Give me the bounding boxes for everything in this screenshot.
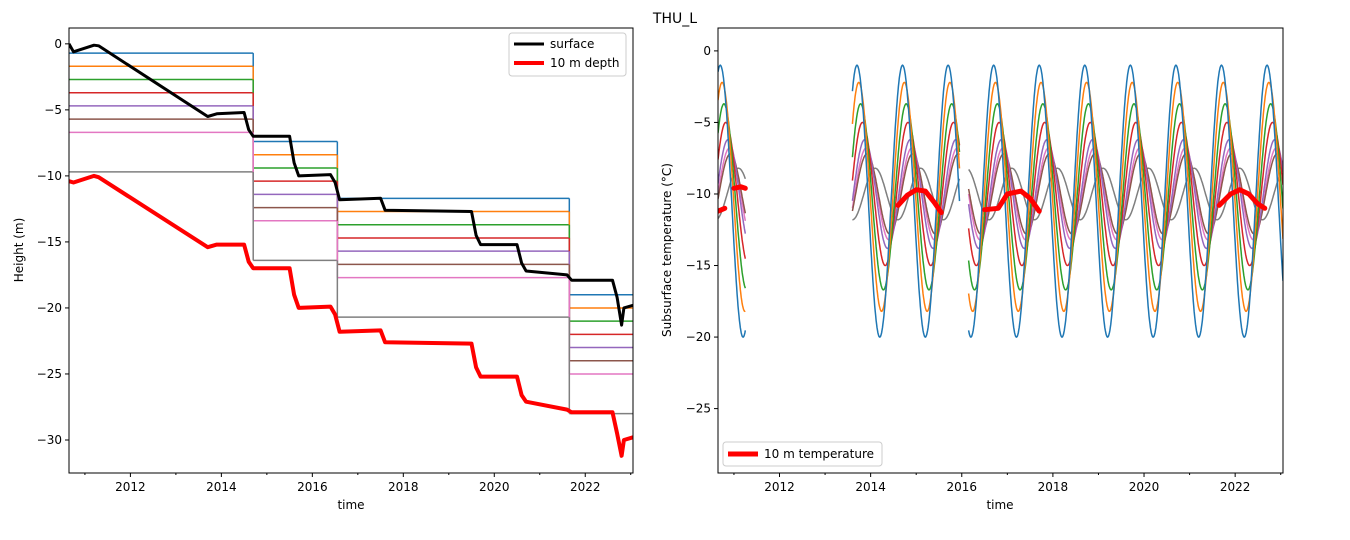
- y-tick-label: −20: [37, 301, 62, 315]
- series-10m-temperature: [718, 205, 728, 214]
- sensor-temperature-line: [718, 64, 747, 339]
- x-tick-label: 2022: [570, 480, 601, 494]
- y-tick-label: −20: [686, 330, 711, 344]
- y-tick-label: −30: [37, 433, 62, 447]
- series-10m-temperature: [982, 188, 1042, 214]
- legend-10m-temperature-label: 10 m temperature: [764, 447, 874, 461]
- series-10m-temperature: [1216, 187, 1268, 211]
- temperature-chart-frame: [717, 27, 1284, 474]
- x-tick-label: 2012: [115, 480, 146, 494]
- temperature-chart-ylabel: Subsurface temperature (°C): [660, 163, 674, 337]
- sensor-temperature-line: [851, 64, 961, 339]
- sensor-temperature-line: [718, 81, 746, 313]
- y-tick-label: −25: [686, 402, 711, 416]
- x-tick-label: 2020: [479, 480, 510, 494]
- height-chart-ylabel: Height (m): [12, 218, 26, 283]
- sensor-temperature-line: [851, 121, 961, 267]
- x-tick-label: 2012: [764, 480, 795, 494]
- series-10m-temperature: [895, 187, 944, 216]
- height-chart: 2012 2014 2016 2018 2020 2022 0 −5 −10 −15 −20 −25 −…: [12, 27, 634, 512]
- x-tick-label: 2016: [946, 480, 977, 494]
- height-chart-xlabel: time: [337, 498, 364, 512]
- y-tick-label: −5: [44, 103, 62, 117]
- x-tick-label: 2014: [206, 480, 237, 494]
- x-tick-label: 2014: [855, 480, 886, 494]
- series-10-m-depth: [69, 173, 633, 458]
- sensor-temperature-line: [851, 102, 961, 291]
- series-surface: [69, 43, 633, 327]
- x-tick-label: 2018: [1038, 480, 1069, 494]
- sensor-temperature-line: [968, 167, 1283, 221]
- temperature-chart-legend: 10 m temperature: [722, 441, 883, 467]
- sensor-temperature-line: [967, 64, 1283, 339]
- legend-surface-label: surface: [550, 37, 594, 51]
- series-10m-temperature: [731, 184, 748, 191]
- height-chart-legend: surface 10 m depth: [508, 32, 627, 77]
- x-tick-label: 2022: [1220, 480, 1251, 494]
- y-tick-label: −10: [37, 169, 62, 183]
- sensor-temperature-line: [718, 102, 747, 289]
- y-tick-label: −10: [686, 187, 711, 201]
- y-tick-label: −15: [37, 235, 62, 249]
- y-tick-label: 0: [703, 44, 711, 58]
- y-tick-label: 0: [54, 37, 62, 51]
- x-tick-label: 2016: [297, 480, 328, 494]
- y-tick-label: −15: [686, 259, 711, 273]
- y-tick-label: −5: [693, 115, 711, 129]
- figure-title: THU_L: [652, 11, 697, 27]
- height-chart-frame: [68, 27, 634, 474]
- y-tick-label: −25: [37, 367, 62, 381]
- legend-10m-depth-label: 10 m depth: [550, 56, 620, 70]
- x-tick-label: 2018: [388, 480, 419, 494]
- temperature-chart: 2012 2014 2016 2018 2020 20220−5−10−15−20−25 …: [660, 27, 1284, 512]
- temperature-chart-xlabel: time: [986, 498, 1013, 512]
- x-tick-label: 2020: [1129, 480, 1160, 494]
